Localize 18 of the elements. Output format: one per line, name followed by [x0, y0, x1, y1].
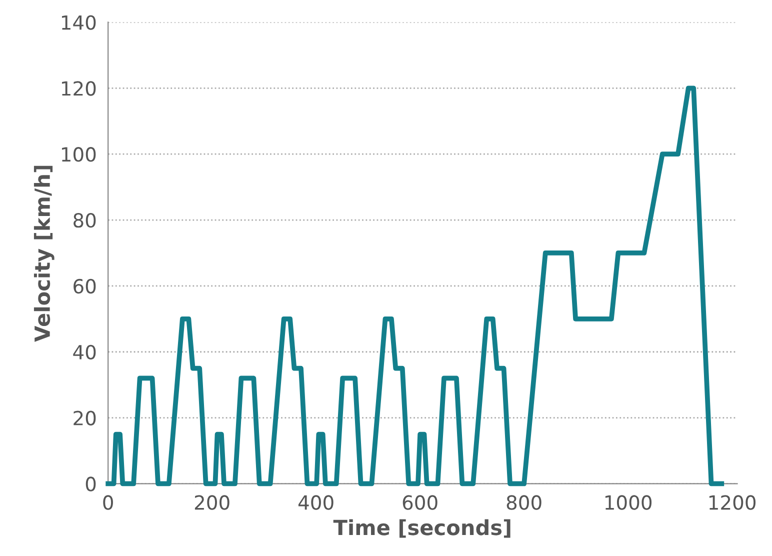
x-axis-title: Time [seconds] — [333, 519, 510, 538]
x-tick-label: 400 — [298, 495, 334, 510]
x-tick-label: 1000 — [605, 495, 652, 510]
x-tick-label: 1200 — [709, 495, 756, 510]
y-tick-label: 40 — [73, 344, 96, 360]
y-tick-label: 140 — [62, 15, 96, 30]
line-series — [106, 86, 724, 486]
y-tick-label: 100 — [62, 147, 96, 162]
x-tick-label: 800 — [506, 495, 542, 510]
y-axis-title: Velocity [km/h] — [34, 166, 54, 342]
x-tick-label: 0 — [103, 495, 113, 510]
y-tick-label: 60 — [74, 278, 96, 294]
x-tick-label: 600 — [402, 495, 438, 510]
y-tick-label: 0 — [86, 476, 96, 492]
x-tick-label: 200 — [194, 495, 230, 510]
y-tick-label: 80 — [74, 212, 96, 228]
y-tick-label: 20 — [74, 410, 96, 426]
y-tick-label: 120 — [62, 81, 96, 96]
